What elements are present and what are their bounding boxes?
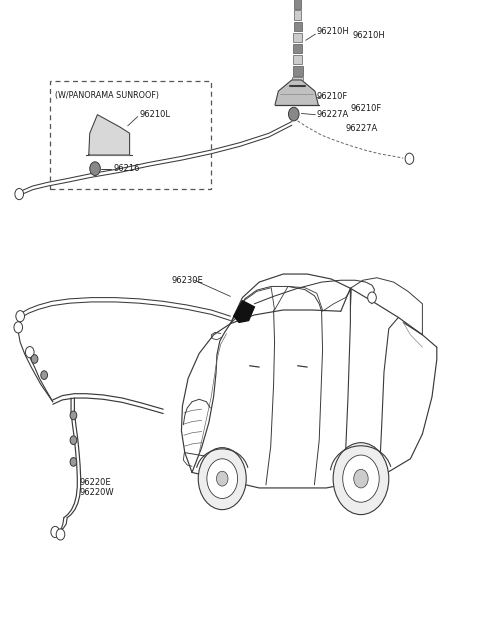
Circle shape	[15, 188, 24, 200]
Circle shape	[70, 458, 77, 466]
Circle shape	[14, 322, 23, 333]
FancyBboxPatch shape	[293, 66, 302, 76]
Text: 96230E: 96230E	[172, 276, 204, 285]
Circle shape	[343, 455, 379, 502]
Circle shape	[51, 526, 60, 538]
Text: 96227A: 96227A	[346, 124, 378, 133]
Text: 96210F: 96210F	[317, 92, 348, 100]
Polygon shape	[275, 80, 318, 105]
Circle shape	[90, 162, 100, 175]
Bar	[50, 81, 211, 189]
Circle shape	[16, 311, 24, 322]
Circle shape	[207, 459, 238, 498]
Circle shape	[333, 443, 389, 515]
Circle shape	[368, 292, 376, 303]
FancyBboxPatch shape	[293, 44, 302, 53]
Text: 96220W: 96220W	[79, 489, 114, 497]
Circle shape	[31, 355, 38, 363]
FancyBboxPatch shape	[293, 55, 302, 64]
Text: 96210H: 96210H	[317, 27, 349, 36]
Circle shape	[288, 107, 299, 121]
Circle shape	[70, 436, 77, 445]
Text: 96210L: 96210L	[139, 110, 170, 119]
Text: 96216: 96216	[113, 164, 140, 173]
Text: (W/PANORAMA SUNROOF): (W/PANORAMA SUNROOF)	[55, 91, 159, 100]
FancyBboxPatch shape	[293, 22, 302, 31]
Text: 96227A: 96227A	[317, 110, 349, 119]
FancyBboxPatch shape	[294, 11, 301, 20]
Circle shape	[41, 371, 48, 379]
Circle shape	[216, 471, 228, 486]
Text: 96210H: 96210H	[353, 32, 385, 40]
Circle shape	[56, 529, 65, 540]
FancyBboxPatch shape	[294, 0, 301, 9]
Circle shape	[198, 448, 246, 510]
FancyBboxPatch shape	[293, 33, 302, 42]
FancyBboxPatch shape	[292, 78, 303, 87]
Circle shape	[405, 153, 414, 164]
Circle shape	[354, 469, 368, 488]
Circle shape	[25, 347, 34, 358]
Text: 96210F: 96210F	[350, 104, 382, 113]
Circle shape	[70, 411, 77, 420]
Polygon shape	[234, 301, 254, 322]
Polygon shape	[89, 115, 130, 155]
Text: 96220E: 96220E	[79, 478, 111, 487]
